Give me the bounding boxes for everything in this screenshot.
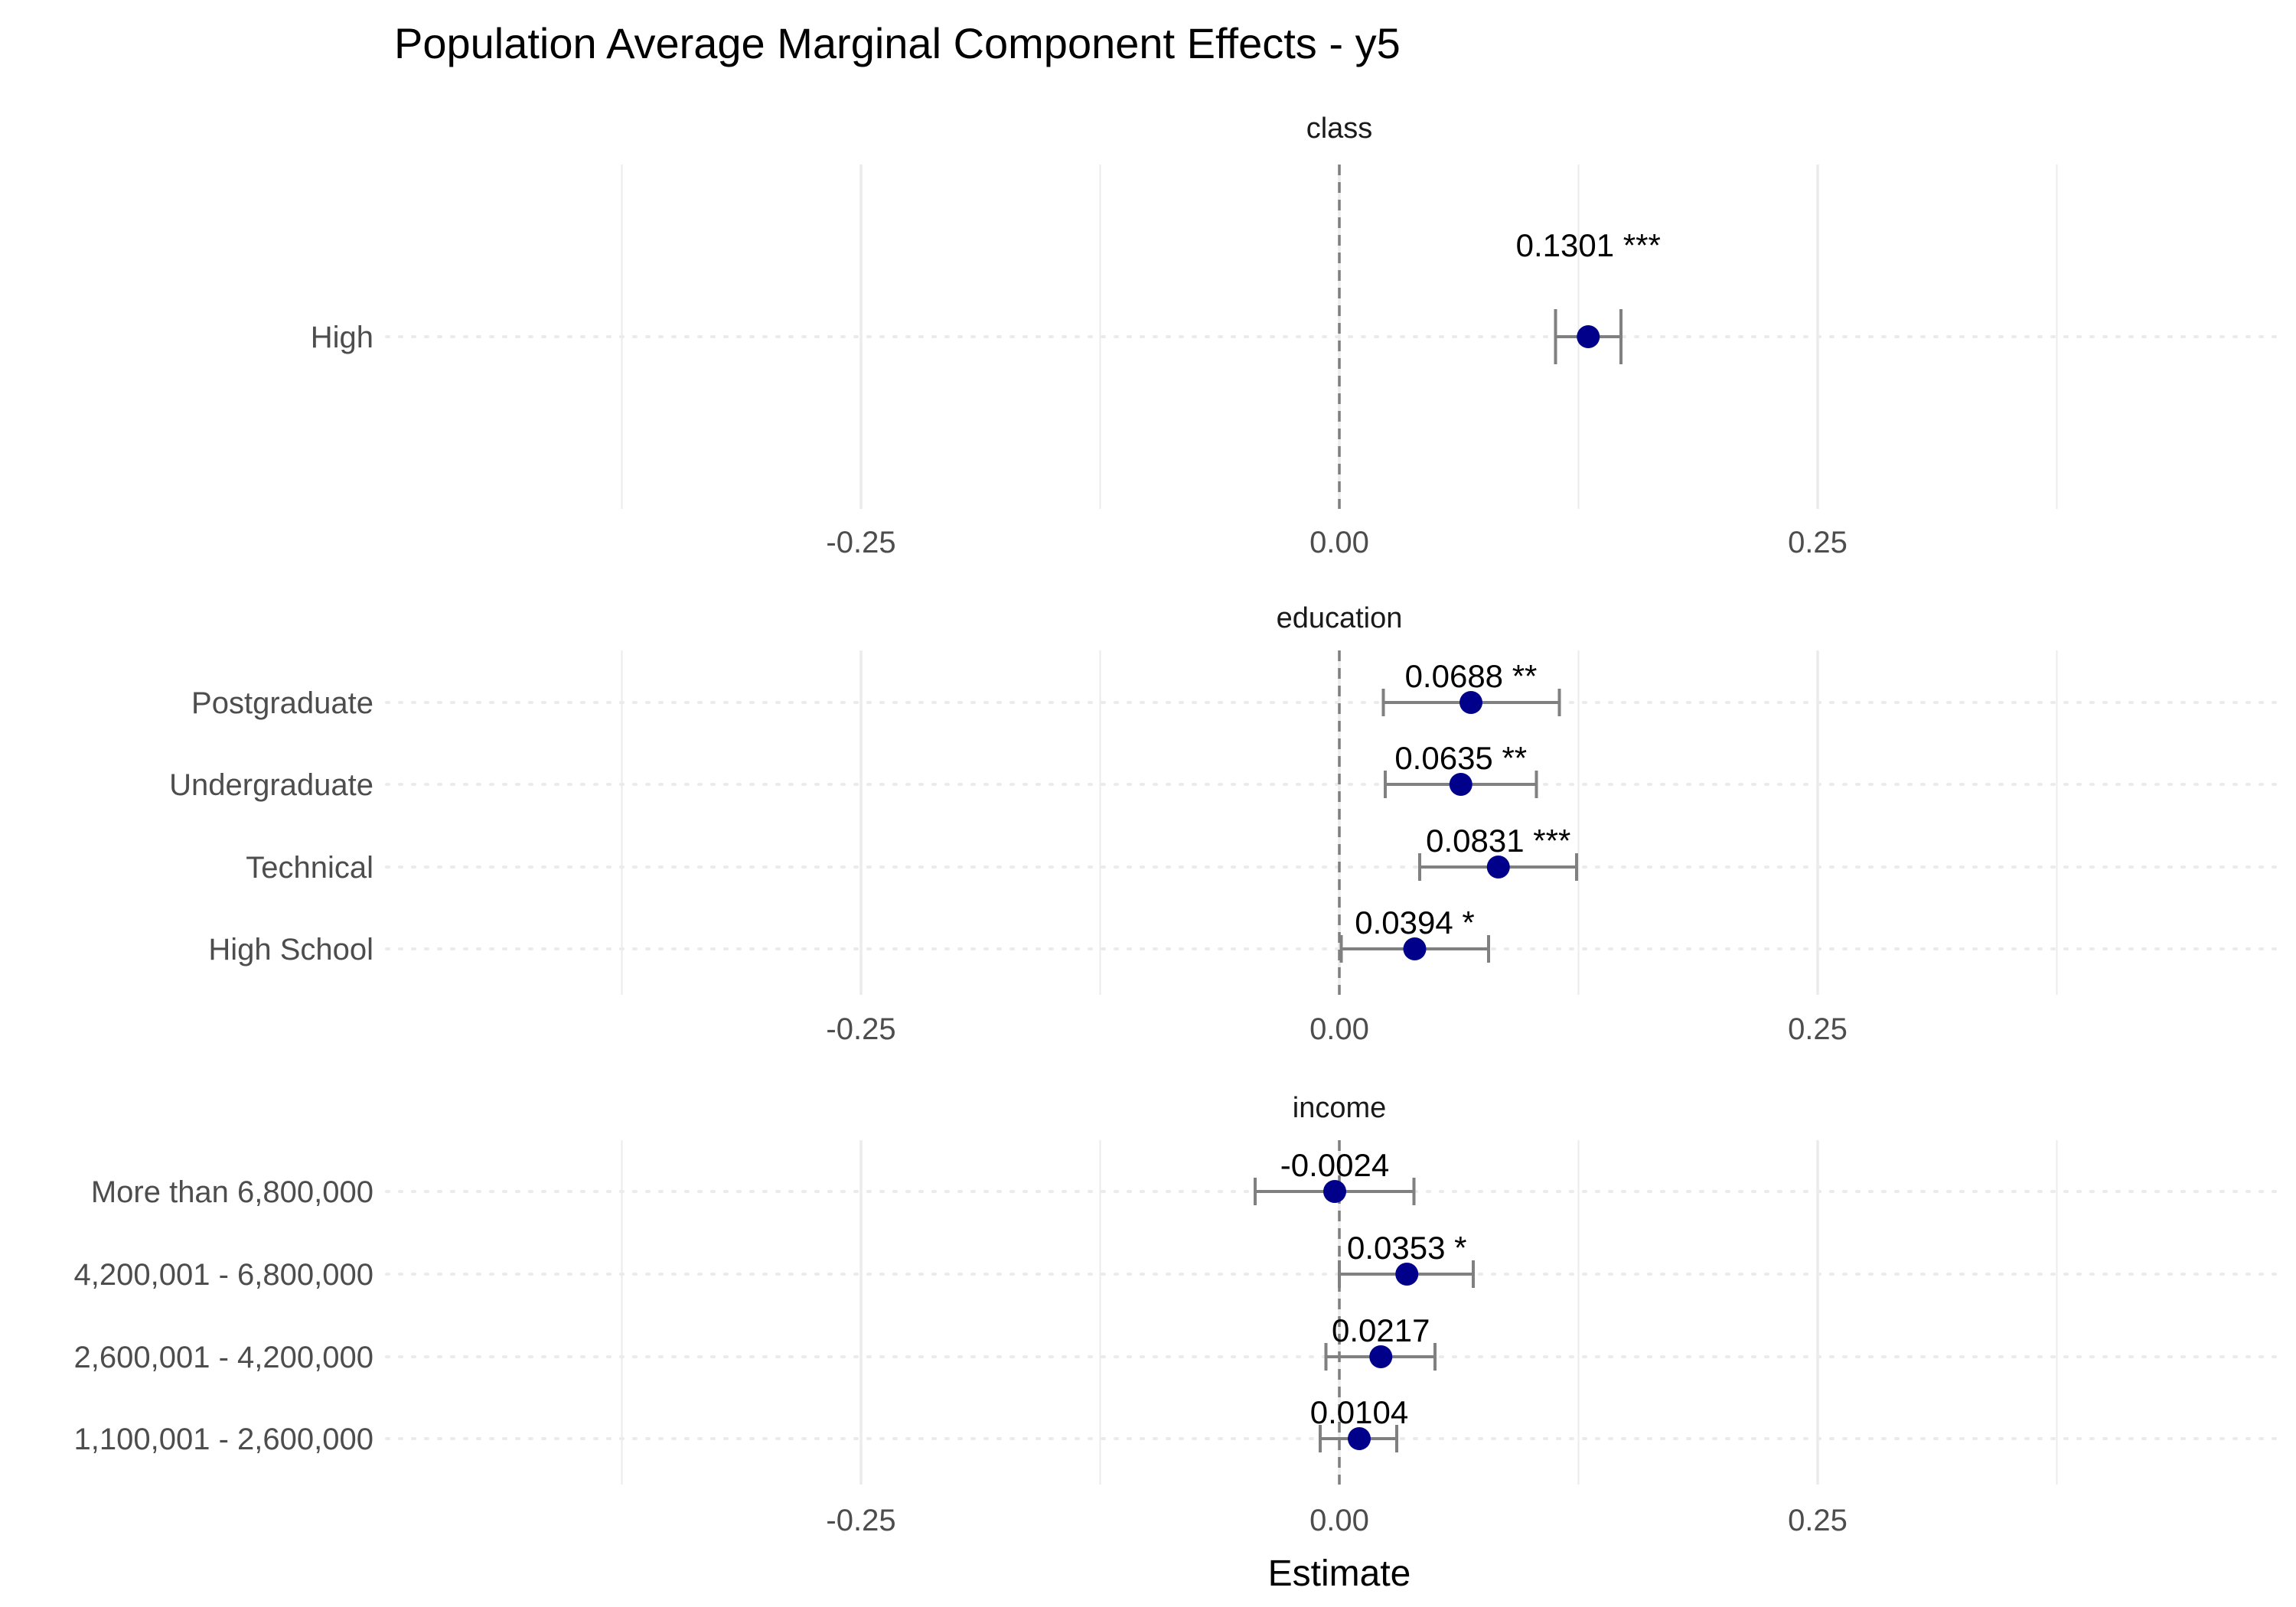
facet-panels: class -0.25 0.00 0.25 High 0.1301 *** educatio… bbox=[74, 112, 2286, 1537]
x-tick-label: 0.25 bbox=[1788, 1504, 1848, 1537]
x-tick-label: -0.25 bbox=[826, 1012, 895, 1046]
estimate-point bbox=[1577, 325, 1600, 348]
x-tick-label: 0.25 bbox=[1788, 526, 1848, 559]
estimate-annotation: 0.0353 * bbox=[1347, 1230, 1466, 1266]
estimate-annotation: -0.0024 bbox=[1280, 1147, 1389, 1183]
estimate-annotation: 0.0394 * bbox=[1355, 905, 1474, 940]
facet-panel-class: class -0.25 0.00 0.25 High 0.1301 *** bbox=[311, 112, 2286, 559]
estimate-point bbox=[1449, 773, 1473, 796]
estimate-annotation: 0.0104 bbox=[1310, 1394, 1408, 1430]
estimate-annotation: 0.0831 *** bbox=[1426, 823, 1570, 859]
facet-strip-label: class bbox=[1306, 112, 1373, 145]
x-tick-label: 0.25 bbox=[1788, 1012, 1848, 1046]
estimate-annotation: 0.0635 ** bbox=[1394, 740, 1527, 776]
facet-panel-income: income -0.25 0.00 0.25 More than 6,800,000 -0… bbox=[74, 1092, 2286, 1537]
x-tick-label: 0.00 bbox=[1309, 1012, 1369, 1046]
estimate-point bbox=[1403, 937, 1427, 960]
y-category-label: High School bbox=[208, 933, 373, 966]
estimate-annotation: 0.1301 *** bbox=[1516, 227, 1661, 263]
estimate-point bbox=[1486, 856, 1510, 878]
x-tick-label: -0.25 bbox=[826, 1504, 895, 1537]
y-category-label: More than 6,800,000 bbox=[91, 1175, 373, 1209]
estimate-point bbox=[1459, 691, 1482, 714]
estimate-point bbox=[1323, 1180, 1346, 1203]
y-category-label: 4,200,001 - 6,800,000 bbox=[74, 1258, 373, 1292]
y-category-label: Undergraduate bbox=[169, 768, 373, 802]
x-tick-label: 0.00 bbox=[1309, 1504, 1369, 1537]
estimate-annotation: 0.0217 bbox=[1332, 1312, 1430, 1348]
y-category-label: 1,100,001 - 2,600,000 bbox=[74, 1423, 373, 1456]
y-category-label: 2,600,001 - 4,200,000 bbox=[74, 1341, 373, 1374]
estimate-point bbox=[1348, 1427, 1371, 1450]
facet-panel-education: education -0.25 0.00 0.25 Postgraduate 0.0688… bbox=[169, 602, 2286, 1046]
chart-title: Population Average Marginal Component Ef… bbox=[394, 19, 1401, 67]
y-category-label: High bbox=[311, 321, 373, 354]
estimate-annotation: 0.0688 ** bbox=[1405, 658, 1538, 694]
x-tick-label: -0.25 bbox=[826, 526, 895, 559]
estimate-point bbox=[1395, 1263, 1419, 1286]
y-category-label: Technical bbox=[246, 851, 373, 885]
facet-strip-label: income bbox=[1293, 1092, 1387, 1124]
facet-strip-label: education bbox=[1277, 602, 1403, 634]
estimate-point bbox=[1369, 1345, 1393, 1368]
y-category-label: Postgraduate bbox=[191, 686, 373, 720]
x-axis-label: Estimate bbox=[1268, 1553, 1411, 1594]
x-tick-label: 0.00 bbox=[1309, 526, 1369, 559]
